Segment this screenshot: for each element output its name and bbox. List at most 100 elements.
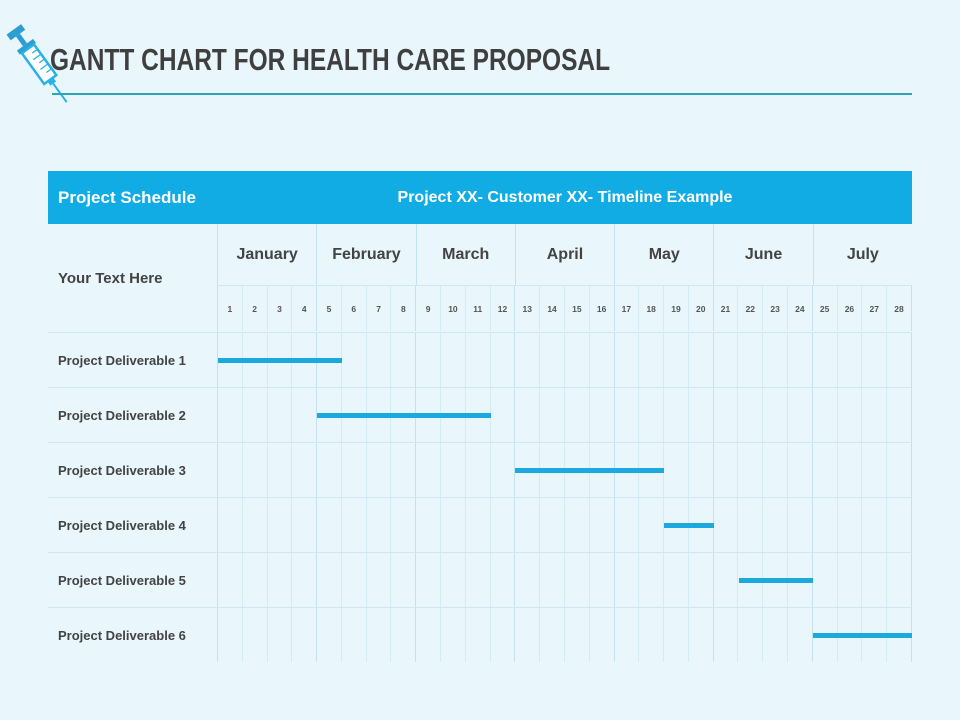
grid-cell xyxy=(664,443,689,497)
grid-cell xyxy=(738,498,764,552)
grid-cell xyxy=(243,498,268,552)
grid-cell xyxy=(540,388,565,442)
day-number: 27 xyxy=(862,286,888,331)
month-label-may: May xyxy=(614,224,713,285)
grid-cell xyxy=(615,553,640,607)
grid-cell xyxy=(342,608,367,662)
grid-cell xyxy=(838,333,863,387)
gantt-row: Project Deliverable 1 xyxy=(48,332,912,387)
day-number: 4 xyxy=(292,286,318,331)
grid-cell xyxy=(565,553,590,607)
day-number: 26 xyxy=(838,286,863,331)
grid-cell xyxy=(491,443,516,497)
grid-cell xyxy=(441,553,466,607)
row-grid xyxy=(218,333,912,387)
grid-cell xyxy=(788,608,813,662)
month-label-february: February xyxy=(316,224,415,285)
grid-cell xyxy=(491,553,516,607)
grid-cell xyxy=(243,553,268,607)
grid-cell xyxy=(615,388,640,442)
grid-cell xyxy=(416,333,442,387)
gantt-bar xyxy=(317,412,491,418)
grid-cell xyxy=(838,443,863,497)
grid-cell xyxy=(862,388,888,442)
grid-cell xyxy=(342,443,367,497)
grid-cell xyxy=(615,498,640,552)
grid-cell xyxy=(714,498,739,552)
grid-cell xyxy=(763,443,788,497)
grid-cell xyxy=(887,498,912,552)
timeline-example-header: Project XX- Customer XX- Timeline Exampl… xyxy=(397,188,733,206)
month-label-march: March xyxy=(415,224,515,285)
grid-cell xyxy=(738,608,764,662)
grid-cell xyxy=(243,443,268,497)
gantt-bar xyxy=(515,467,665,473)
grid-cell xyxy=(342,333,367,387)
grid-cell xyxy=(590,498,615,552)
grid-cell xyxy=(268,553,293,607)
gantt-row: Project Deliverable 2 xyxy=(48,387,912,442)
grid-cell xyxy=(292,553,318,607)
grid-cell xyxy=(367,443,392,497)
grid-cell xyxy=(540,333,565,387)
grid-cell xyxy=(838,498,863,552)
day-number-row: 1 2 3 4 5 6 7 8 9 10 11 12 13 14 15 16 17 18 19 20 21 22 23 24 2… xyxy=(218,286,912,331)
month-label-june: June xyxy=(713,224,812,285)
day-number: 10 xyxy=(441,286,466,331)
grid-cell xyxy=(466,553,491,607)
grid-cell xyxy=(218,498,243,552)
day-number: 17 xyxy=(615,286,640,331)
row-label: Project Deliverable 3 xyxy=(48,443,218,497)
day-number: 18 xyxy=(639,286,665,331)
grid-cell xyxy=(615,333,640,387)
gantt-row: Project Deliverable 6 xyxy=(48,607,912,662)
grid-cell xyxy=(317,443,342,497)
gantt-rows: Project Deliverable 1 Project Deliverable… xyxy=(48,332,912,662)
day-number: 21 xyxy=(714,286,739,331)
grid-cell xyxy=(689,553,714,607)
grid-cell xyxy=(466,443,491,497)
grid-cell xyxy=(639,608,665,662)
grid-cell xyxy=(391,498,417,552)
grid-cell xyxy=(391,608,417,662)
grid-cell xyxy=(268,443,293,497)
table-header-bar: Project Schedule Project XX- Customer XX… xyxy=(48,171,912,224)
grid-cell xyxy=(590,333,615,387)
grid-cell xyxy=(441,498,466,552)
month-label-april: April xyxy=(514,224,614,285)
grid-cell xyxy=(788,443,813,497)
day-number: 16 xyxy=(590,286,615,331)
grid-cell xyxy=(491,388,516,442)
day-number: 11 xyxy=(466,286,491,331)
gantt-table: Project Schedule Project XX- Customer XX… xyxy=(48,171,912,662)
day-number: 22 xyxy=(738,286,764,331)
grid-cell xyxy=(367,608,392,662)
label-column-title: Your Text Here xyxy=(48,224,218,332)
grid-cell xyxy=(391,333,417,387)
gantt-row: Project Deliverable 4 xyxy=(48,497,912,552)
grid-cell xyxy=(714,608,739,662)
grid-cell xyxy=(391,553,417,607)
grid-cell xyxy=(268,608,293,662)
day-number: 2 xyxy=(243,286,268,331)
grid-cell xyxy=(763,498,788,552)
grid-cell xyxy=(342,498,367,552)
grid-cell xyxy=(664,333,689,387)
grid-cell xyxy=(887,388,912,442)
grid-cell xyxy=(738,388,764,442)
grid-cell xyxy=(243,608,268,662)
grid-cell xyxy=(218,443,243,497)
grid-cell xyxy=(218,388,243,442)
day-number: 3 xyxy=(268,286,293,331)
day-number: 1 xyxy=(218,286,243,331)
grid-cell xyxy=(317,608,342,662)
grid-cell xyxy=(813,333,838,387)
grid-cell xyxy=(515,608,541,662)
title-underline-decoration xyxy=(52,93,912,95)
grid-cell xyxy=(689,608,714,662)
row-label: Project Deliverable 1 xyxy=(48,333,218,387)
grid-cell xyxy=(590,388,615,442)
day-number: 8 xyxy=(391,286,417,331)
grid-cell xyxy=(292,388,318,442)
